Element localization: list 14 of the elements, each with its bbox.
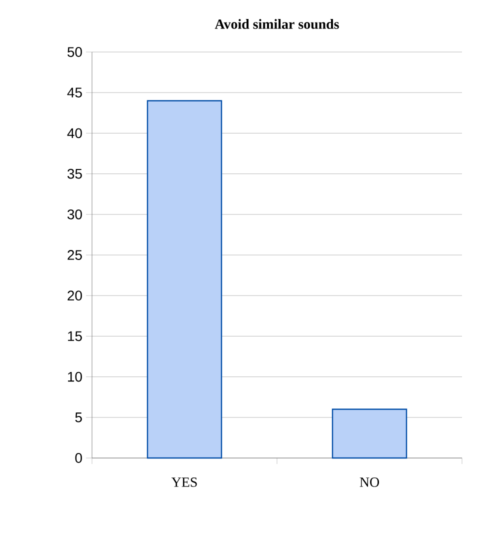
y-tick-label: 35 [67, 168, 82, 179]
y-tick-label: 30 [67, 209, 82, 220]
y-tick-label: 40 [67, 128, 82, 138]
y-tick-label: 45 [67, 88, 82, 98]
y-tick-label: 0 [75, 453, 82, 463]
y-tick-label: 15 [68, 331, 82, 342]
y-tick-label: 25 [68, 250, 82, 260]
y-tick-label: 10 [68, 372, 82, 382]
y-tick-label: 5 [75, 412, 82, 422]
x-tick-label: YES [171, 478, 197, 487]
x-tick-label: NO [360, 478, 379, 487]
chart-title: Avoid similar sounds [214, 19, 339, 29]
y-tick-label: 50 [68, 47, 82, 57]
y-tick-label: 20 [68, 290, 82, 301]
